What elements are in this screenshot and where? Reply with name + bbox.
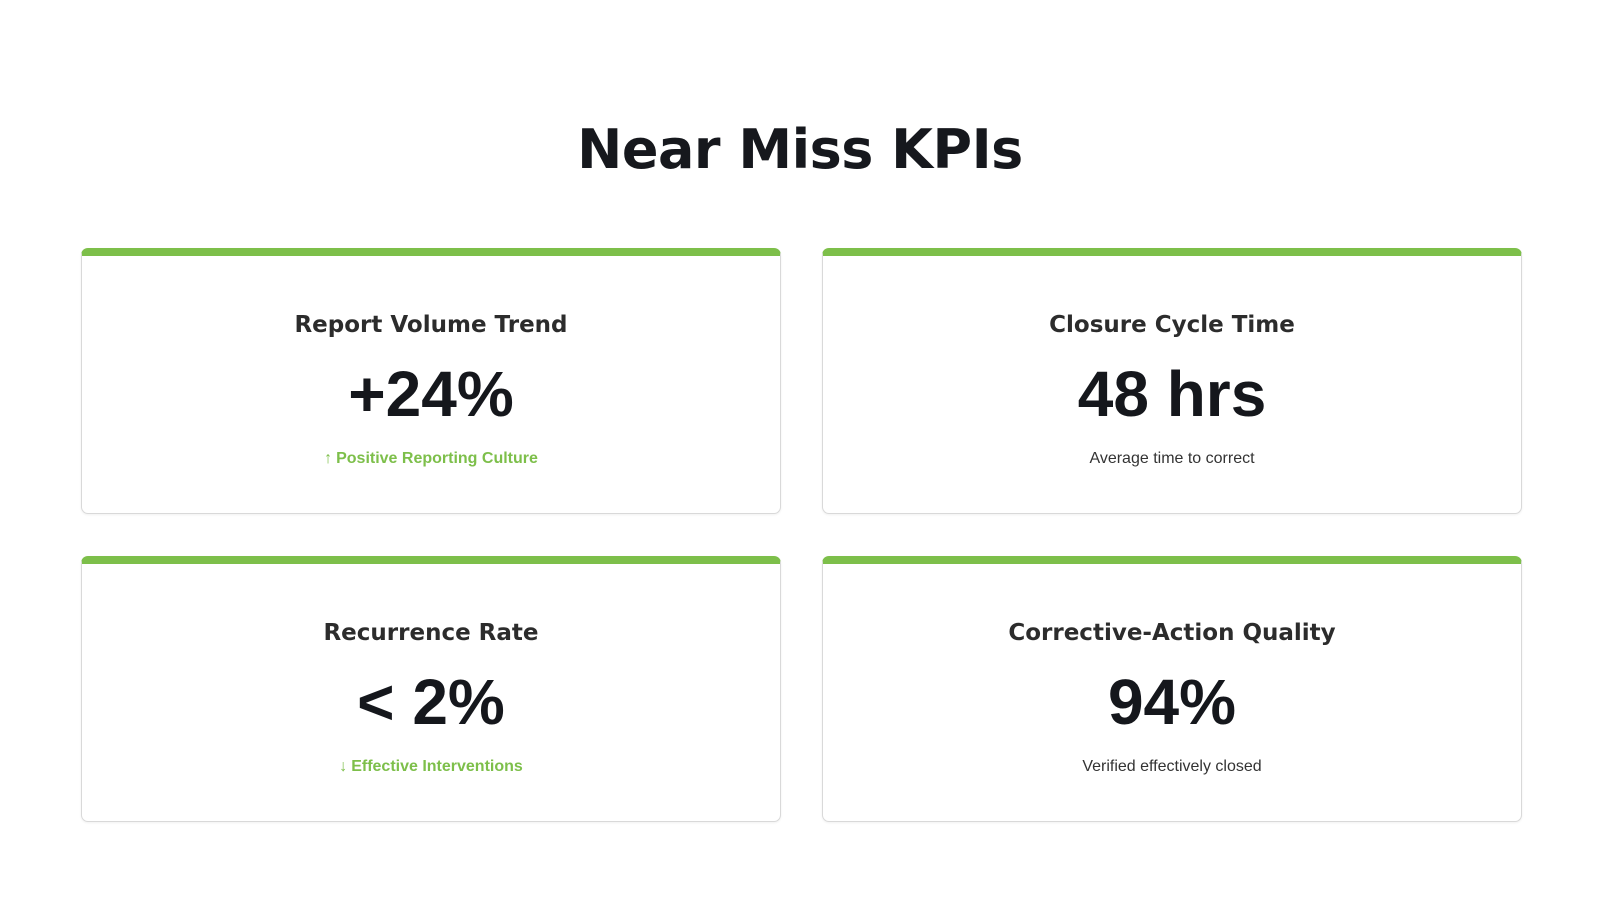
- kpi-value: < 2%: [357, 666, 505, 738]
- kpi-note: Verified effectively closed: [1082, 758, 1262, 775]
- kpi-value: 48 hrs: [1077, 358, 1267, 430]
- kpi-note: ↑ Positive Reporting Culture: [82, 449, 780, 469]
- kpi-note-text: Effective Interventions: [351, 758, 523, 775]
- kpi-label: Recurrence Rate: [323, 620, 539, 646]
- arrow-up-icon: ↑: [324, 450, 333, 467]
- arrow-down-icon: ↓: [339, 758, 348, 775]
- kpi-note: Average time to correct: [1089, 450, 1255, 467]
- kpi-value: 94%: [1107, 666, 1237, 738]
- kpi-label: Closure Cycle Time: [1049, 312, 1295, 338]
- page-title: Near Miss KPIs: [577, 118, 1023, 181]
- kpi-note-text: Positive Reporting Culture: [336, 450, 538, 467]
- kpi-card-recurrence-rate: Recurrence Rate < 2% ↓ Effective Interven…: [81, 556, 781, 822]
- kpi-value: +24%: [348, 358, 514, 430]
- kpi-card-corrective-action-quality: Corrective-Action Quality 94% Verified e…: [822, 556, 1522, 822]
- kpi-label: Corrective-Action Quality: [1008, 620, 1336, 646]
- kpi-label: Report Volume Trend: [294, 312, 568, 338]
- kpi-note: ↓ Effective Interventions: [82, 757, 780, 777]
- kpi-card-closure-cycle-time: Closure Cycle Time 48 hrs Average time t…: [822, 248, 1522, 514]
- kpi-card-report-volume-trend: Report Volume Trend +24% ↑ Positive Repor…: [81, 248, 781, 514]
